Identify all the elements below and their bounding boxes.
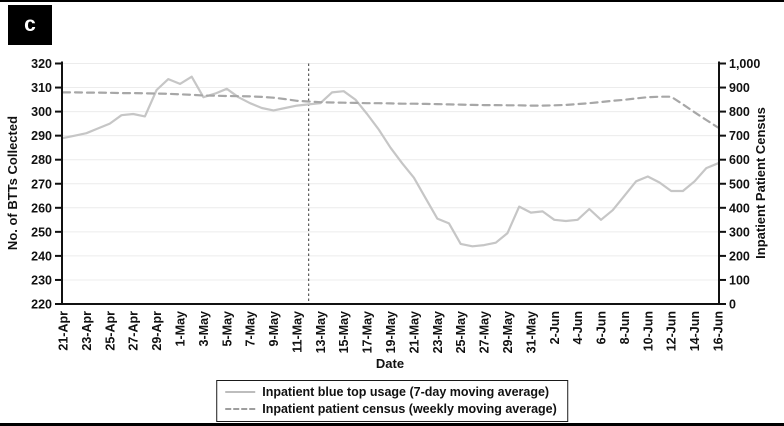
svg-text:300: 300 bbox=[31, 105, 52, 119]
svg-text:310: 310 bbox=[31, 81, 52, 95]
legend-label: Inpatient blue top usage (7-day moving a… bbox=[262, 384, 550, 399]
right-y-axis-title: Inpatient Patient Census bbox=[753, 107, 768, 259]
svg-text:800: 800 bbox=[729, 105, 750, 119]
svg-text:100: 100 bbox=[729, 273, 750, 287]
svg-text:12-Jun: 12-Jun bbox=[665, 311, 679, 351]
svg-text:29-Apr: 29-Apr bbox=[150, 311, 164, 351]
svg-text:25-Apr: 25-Apr bbox=[103, 311, 117, 351]
top-rule bbox=[0, 0, 784, 2]
legend: Inpatient blue top usage (7-day moving a… bbox=[216, 380, 568, 422]
panel-label: c bbox=[8, 5, 52, 45]
svg-text:21-May: 21-May bbox=[407, 311, 421, 353]
svg-text:9-May: 9-May bbox=[267, 311, 281, 346]
svg-text:320: 320 bbox=[31, 57, 52, 71]
svg-text:700: 700 bbox=[729, 129, 750, 143]
x-axis-title: Date bbox=[375, 356, 405, 371]
svg-text:300: 300 bbox=[729, 225, 750, 239]
svg-text:15-May: 15-May bbox=[337, 311, 351, 353]
svg-text:2-Jun: 2-Jun bbox=[548, 311, 562, 344]
svg-text:13-May: 13-May bbox=[314, 311, 328, 353]
svg-text:10-Jun: 10-Jun bbox=[641, 311, 655, 351]
svg-text:7-May: 7-May bbox=[244, 311, 258, 346]
svg-text:900: 900 bbox=[729, 81, 750, 95]
svg-text:500: 500 bbox=[729, 177, 750, 191]
svg-text:23-Apr: 23-Apr bbox=[80, 311, 94, 351]
svg-text:220: 220 bbox=[31, 298, 52, 312]
svg-text:240: 240 bbox=[31, 249, 52, 263]
legend-item-blue-top-usage: Inpatient blue top usage (7-day moving a… bbox=[225, 383, 557, 400]
legend-item-patient-census: Inpatient patient census (weekly moving … bbox=[225, 400, 557, 417]
svg-text:27-Apr: 27-Apr bbox=[127, 311, 141, 351]
svg-text:17-May: 17-May bbox=[361, 311, 375, 353]
svg-text:25-May: 25-May bbox=[454, 311, 468, 353]
svg-text:23-May: 23-May bbox=[431, 311, 445, 353]
svg-text:19-May: 19-May bbox=[384, 311, 398, 353]
svg-text:11-May: 11-May bbox=[290, 311, 304, 353]
svg-text:27-May: 27-May bbox=[478, 311, 492, 353]
solid-line-swatch-icon bbox=[225, 390, 256, 393]
svg-text:14-Jun: 14-Jun bbox=[688, 311, 702, 351]
dashed-line-swatch-icon bbox=[225, 407, 256, 410]
svg-text:1,000: 1,000 bbox=[729, 57, 760, 71]
svg-text:600: 600 bbox=[729, 153, 750, 167]
left-y-axis-title: No. of BTTs Collected bbox=[5, 115, 20, 251]
svg-text:8-Jun: 8-Jun bbox=[618, 311, 632, 344]
svg-text:290: 290 bbox=[31, 129, 52, 143]
svg-text:6-Jun: 6-Jun bbox=[595, 311, 609, 344]
svg-text:260: 260 bbox=[31, 201, 52, 215]
svg-text:16-Jun: 16-Jun bbox=[712, 311, 726, 351]
svg-text:0: 0 bbox=[729, 298, 736, 312]
svg-text:400: 400 bbox=[729, 201, 750, 215]
svg-text:1-May: 1-May bbox=[173, 311, 187, 346]
svg-text:270: 270 bbox=[31, 177, 52, 191]
legend-label: Inpatient patient census (weekly moving … bbox=[262, 401, 557, 416]
svg-text:31-May: 31-May bbox=[524, 311, 538, 353]
svg-text:21-Apr: 21-Apr bbox=[57, 311, 71, 351]
svg-text:5-May: 5-May bbox=[220, 311, 234, 346]
svg-text:4-Jun: 4-Jun bbox=[571, 311, 585, 344]
bottom-rule bbox=[0, 423, 784, 426]
svg-text:29-May: 29-May bbox=[501, 311, 515, 353]
svg-text:280: 280 bbox=[31, 153, 52, 167]
svg-text:200: 200 bbox=[729, 249, 750, 263]
svg-text:230: 230 bbox=[31, 273, 52, 287]
svg-text:250: 250 bbox=[31, 225, 52, 239]
svg-text:3-May: 3-May bbox=[197, 311, 211, 346]
